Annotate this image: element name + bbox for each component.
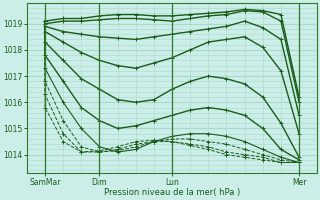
X-axis label: Pression niveau de la mer( hPa ): Pression niveau de la mer( hPa ) bbox=[104, 188, 240, 197]
